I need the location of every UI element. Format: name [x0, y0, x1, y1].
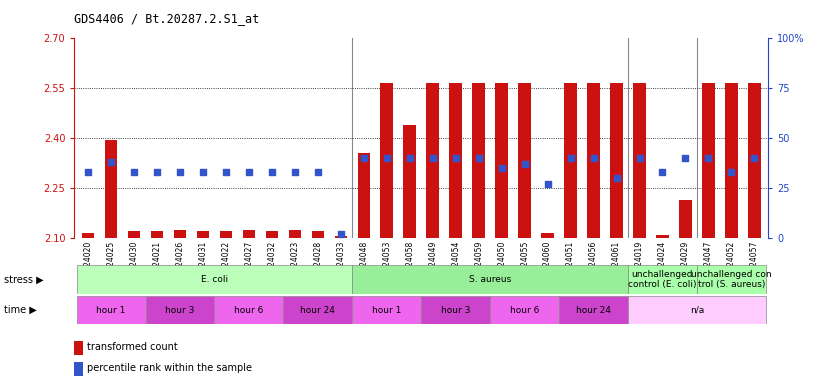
Text: S. aureus: S. aureus: [469, 275, 511, 284]
Text: hour 3: hour 3: [441, 306, 471, 314]
Point: [242, 169, 255, 175]
Point: [311, 169, 325, 175]
Point: [587, 155, 601, 161]
Point: [403, 155, 416, 161]
Text: hour 1: hour 1: [97, 306, 126, 314]
Bar: [74, 341, 83, 355]
Point: [656, 169, 669, 175]
Point: [679, 155, 692, 161]
Bar: [702, 83, 714, 238]
Point: [564, 155, 577, 161]
Bar: [421, 296, 490, 324]
Bar: [426, 83, 439, 238]
Bar: [74, 362, 83, 376]
Point: [105, 159, 118, 165]
Bar: [105, 140, 117, 238]
Text: n/a: n/a: [690, 306, 704, 314]
Bar: [472, 83, 485, 238]
Bar: [283, 296, 353, 324]
Bar: [725, 83, 738, 238]
Point: [220, 169, 233, 175]
Bar: [220, 232, 232, 238]
Point: [426, 155, 439, 161]
Bar: [541, 233, 554, 238]
Bar: [697, 265, 766, 294]
Point: [495, 165, 508, 171]
Bar: [288, 230, 301, 238]
Bar: [150, 232, 164, 238]
Bar: [128, 232, 140, 238]
Point: [449, 155, 463, 161]
Bar: [610, 83, 623, 238]
Text: percentile rank within the sample: percentile rank within the sample: [87, 363, 252, 373]
Bar: [77, 296, 145, 324]
Bar: [564, 83, 577, 238]
Point: [748, 155, 761, 161]
Bar: [77, 265, 353, 294]
Bar: [403, 125, 416, 238]
Bar: [628, 265, 697, 294]
Bar: [353, 265, 628, 294]
Text: unchallenged con
trol (S. aureus): unchallenged con trol (S. aureus): [691, 270, 771, 289]
Bar: [656, 235, 669, 238]
Bar: [311, 232, 324, 238]
Point: [518, 161, 531, 167]
Bar: [679, 200, 692, 238]
Bar: [173, 230, 187, 238]
Point: [702, 155, 715, 161]
Point: [82, 169, 95, 175]
Text: stress ▶: stress ▶: [4, 274, 44, 285]
Text: GDS4406 / Bt.20287.2.S1_at: GDS4406 / Bt.20287.2.S1_at: [74, 12, 259, 25]
Bar: [215, 296, 283, 324]
Bar: [587, 83, 600, 238]
Point: [197, 169, 210, 175]
Bar: [243, 230, 255, 238]
Bar: [353, 296, 421, 324]
Point: [265, 169, 278, 175]
Text: hour 1: hour 1: [372, 306, 401, 314]
Point: [335, 231, 348, 237]
Point: [150, 169, 164, 175]
Text: time ▶: time ▶: [4, 305, 37, 315]
Text: unchallenged
control (E. coli): unchallenged control (E. coli): [629, 270, 697, 289]
Bar: [519, 83, 531, 238]
Point: [127, 169, 140, 175]
Text: hour 24: hour 24: [301, 306, 335, 314]
Bar: [82, 233, 94, 238]
Bar: [266, 232, 278, 238]
Text: hour 24: hour 24: [576, 306, 611, 314]
Bar: [634, 83, 646, 238]
Point: [633, 155, 646, 161]
Bar: [559, 296, 628, 324]
Bar: [496, 83, 508, 238]
Text: hour 3: hour 3: [165, 306, 195, 314]
Bar: [748, 83, 761, 238]
Point: [173, 169, 187, 175]
Text: hour 6: hour 6: [510, 306, 539, 314]
Text: E. coli: E. coli: [201, 275, 228, 284]
Bar: [449, 83, 462, 238]
Point: [380, 155, 393, 161]
Point: [541, 181, 554, 187]
Point: [288, 169, 301, 175]
Point: [357, 155, 370, 161]
Point: [472, 155, 486, 161]
Text: hour 6: hour 6: [235, 306, 263, 314]
Text: transformed count: transformed count: [87, 342, 178, 352]
Point: [724, 169, 738, 175]
Bar: [628, 296, 766, 324]
Bar: [145, 296, 215, 324]
Bar: [197, 232, 209, 238]
Point: [610, 175, 623, 181]
Bar: [335, 237, 347, 238]
Bar: [358, 153, 370, 238]
Bar: [490, 296, 559, 324]
Bar: [381, 83, 393, 238]
